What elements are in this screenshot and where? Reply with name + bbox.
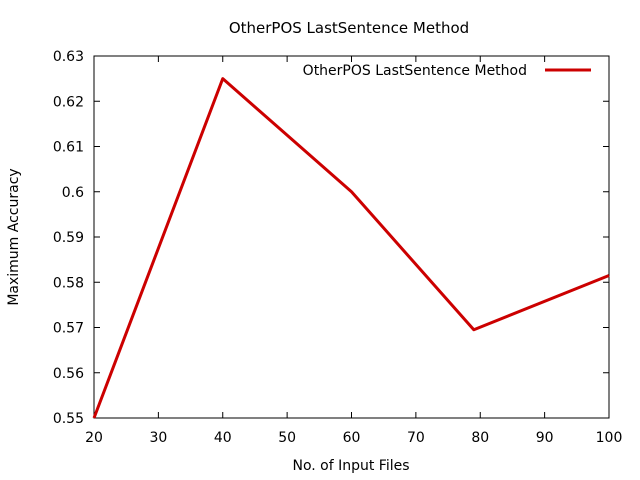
y-axis-ticks: 0.55 0.56 0.57 0.58 0.59 0.6 0.61 0.62 0.63 bbox=[53, 49, 609, 427]
y-tick-label: 0.63 bbox=[53, 49, 84, 65]
x-tick-label: 100 bbox=[596, 430, 623, 446]
x-axis-label: No. of Input Files bbox=[292, 458, 409, 474]
y-axis-label: Maximum Accuracy bbox=[6, 168, 22, 305]
y-tick-label: 0.58 bbox=[53, 275, 84, 291]
y-tick-label: 0.62 bbox=[53, 94, 84, 110]
x-tick-label: 20 bbox=[85, 430, 103, 446]
x-axis-ticks: 20 30 40 50 60 70 80 90 100 bbox=[85, 56, 622, 446]
x-tick-label: 40 bbox=[214, 430, 232, 446]
y-tick-label: 0.61 bbox=[53, 140, 84, 156]
chart-title: OtherPOS LastSentence Method bbox=[229, 19, 469, 37]
plot-frame bbox=[93, 55, 610, 419]
series-layer bbox=[92, 77, 610, 419]
legend-label: OtherPOS LastSentence Method bbox=[303, 63, 527, 79]
y-tick-label: 0.59 bbox=[53, 230, 84, 246]
series-line bbox=[92, 77, 610, 419]
legend: OtherPOS LastSentence Method bbox=[303, 63, 591, 79]
x-tick-label: 50 bbox=[278, 430, 296, 446]
y-tick-label: 0.57 bbox=[53, 321, 84, 337]
y-tick-label: 0.55 bbox=[53, 411, 84, 427]
x-tick-label: 70 bbox=[407, 430, 425, 446]
x-tick-label: 80 bbox=[471, 430, 489, 446]
y-tick-label: 0.6 bbox=[62, 185, 84, 201]
x-tick-label: 30 bbox=[149, 430, 167, 446]
x-tick-label: 90 bbox=[536, 430, 554, 446]
plot-area bbox=[93, 55, 610, 419]
y-tick-label: 0.56 bbox=[53, 366, 84, 382]
x-tick-label: 60 bbox=[343, 430, 361, 446]
